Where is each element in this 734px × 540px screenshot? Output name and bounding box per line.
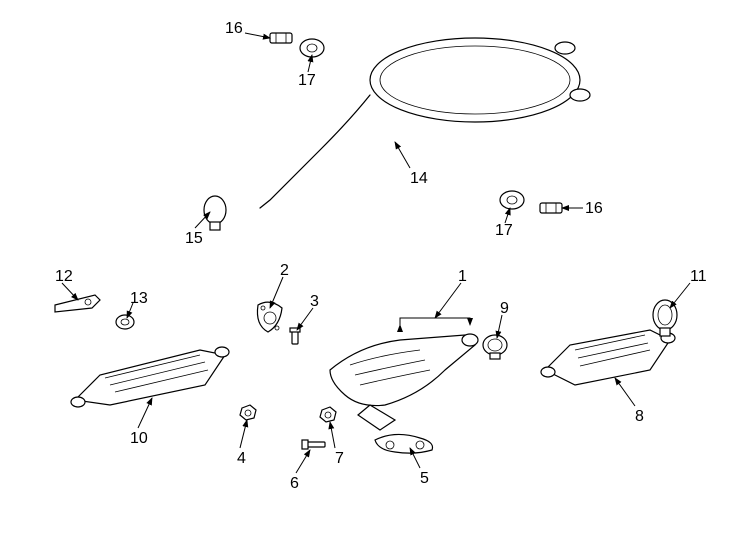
- callout-16-b: 16: [585, 200, 603, 218]
- part-gasket-2: [257, 302, 282, 332]
- part-clamp-15: [204, 196, 226, 230]
- callout-8: 8: [635, 408, 644, 426]
- callout-10: 10: [130, 430, 148, 448]
- callout-7: 7: [335, 450, 344, 468]
- part-converter-assembly: [330, 334, 478, 430]
- callout-9: 9: [500, 300, 509, 318]
- callout-12: 12: [55, 268, 73, 286]
- callout-13: 13: [130, 290, 148, 308]
- part-isolator-left: [300, 39, 324, 57]
- leader-lines: [62, 33, 690, 473]
- callout-3: 3: [310, 293, 319, 311]
- part-bracket-5: [375, 434, 433, 453]
- callout-17-a: 17: [298, 72, 316, 90]
- part-clamp-11: [653, 300, 677, 336]
- part-bracket-12: [55, 295, 100, 312]
- callout-17-b: 17: [495, 222, 513, 240]
- part-nut-4: [240, 405, 256, 420]
- parts-diagram: [0, 0, 734, 540]
- callout-15: 15: [185, 230, 203, 248]
- part-bolt-6: [302, 440, 325, 449]
- callout-14: 14: [410, 170, 428, 188]
- part-clamp-9: [483, 335, 507, 359]
- part-hanger-bracket-left: [270, 33, 292, 43]
- part-stud-3: [290, 328, 300, 344]
- part-resonator: [71, 347, 229, 407]
- part-bushing-13: [116, 315, 134, 329]
- callout-11: 11: [690, 268, 707, 286]
- part-catalytic-converter: [541, 330, 675, 385]
- part-isolator-right: [500, 191, 524, 209]
- callout-1: 1: [458, 268, 467, 286]
- part-hanger-bracket-right: [540, 203, 562, 213]
- callout-4: 4: [237, 450, 246, 468]
- callout-16-a: 16: [225, 20, 243, 38]
- callout-5: 5: [420, 470, 429, 488]
- callout-6: 6: [290, 475, 299, 493]
- part-nut-7: [320, 407, 336, 422]
- callout-2: 2: [280, 262, 289, 280]
